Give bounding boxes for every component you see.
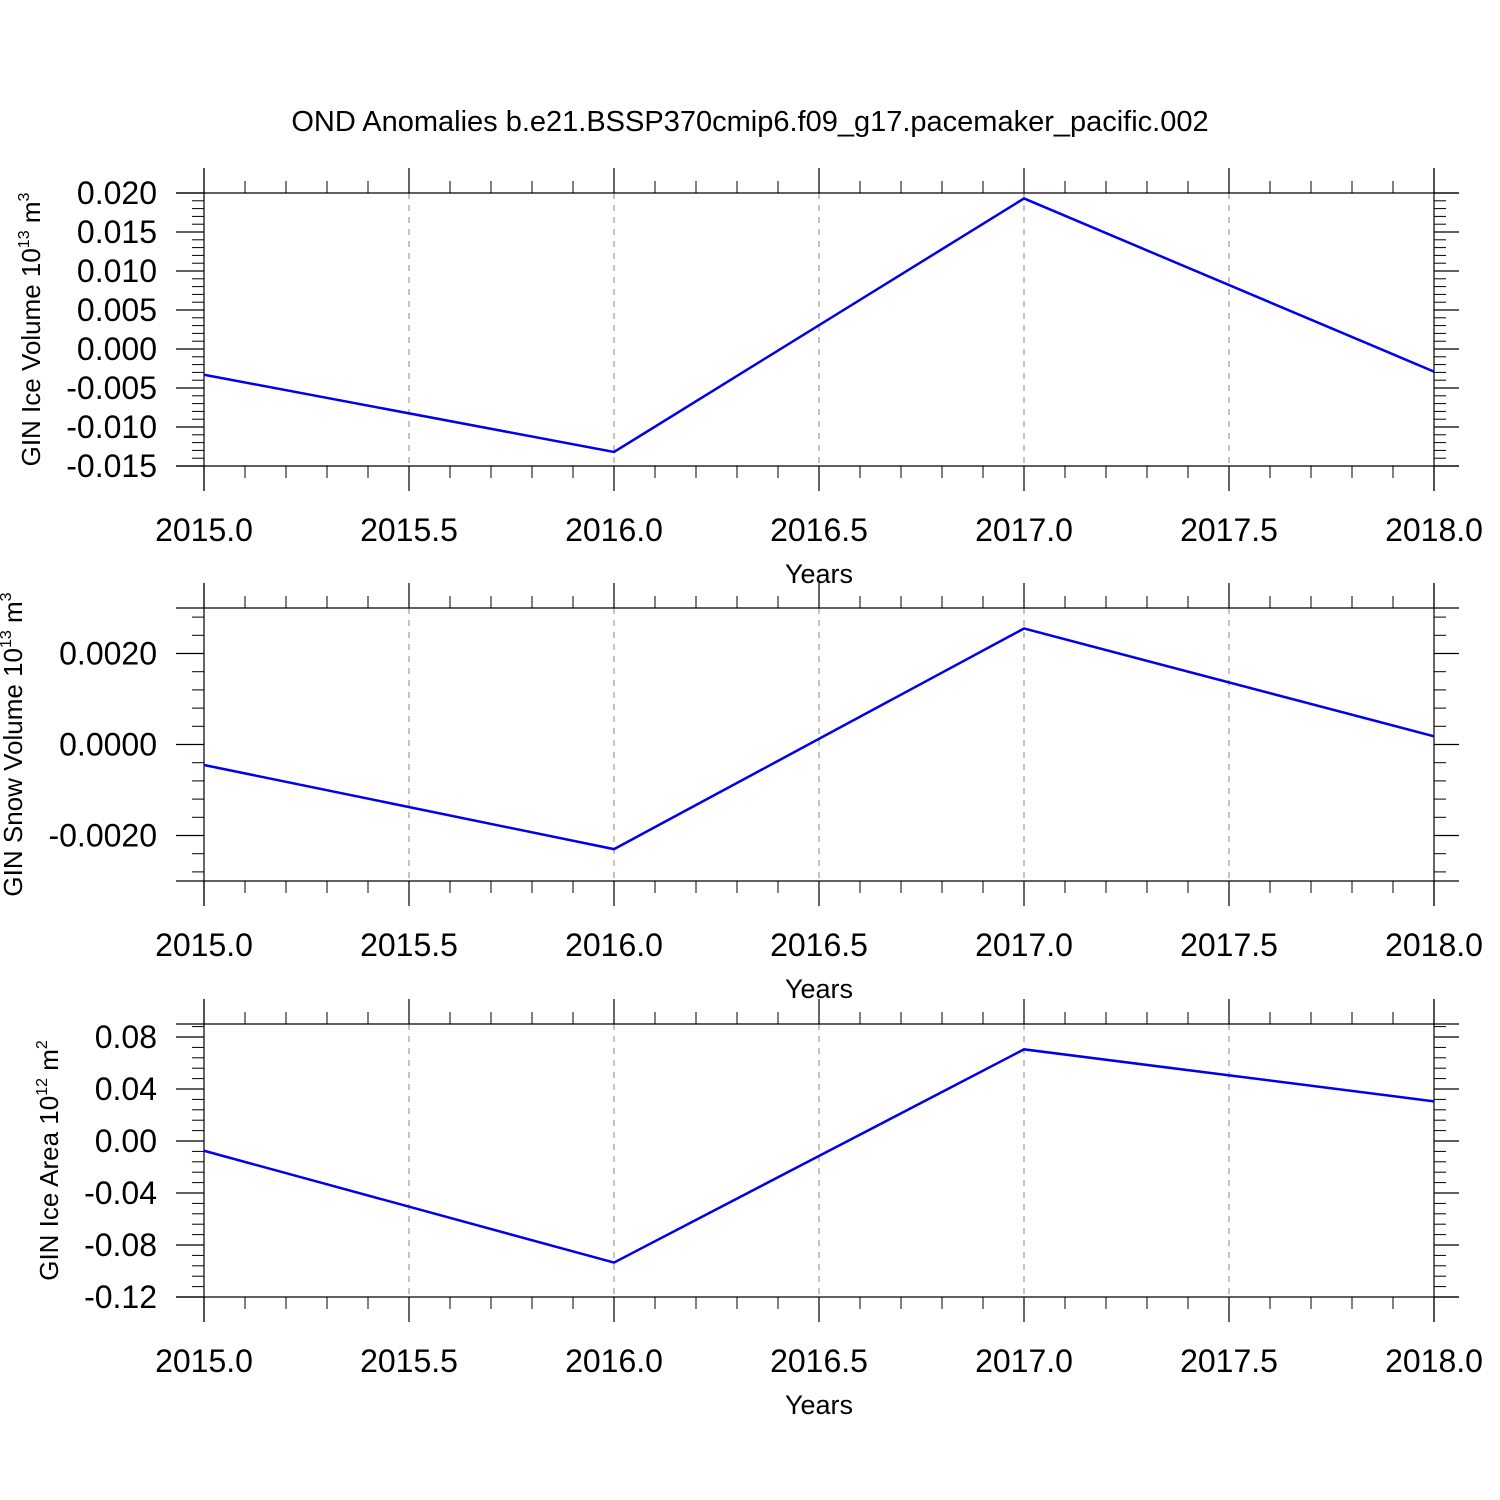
y-tick-label: 0.04	[95, 1071, 157, 1107]
x-tick-label: 2017.5	[1180, 927, 1278, 963]
x-tick-label: 2018.0	[1385, 1343, 1483, 1379]
y-tick-label: 0.0000	[59, 727, 157, 763]
panel-2: 2015.0 2015.5 2016.0 2016.5 2017.0 2017.5 2018…	[0, 583, 1483, 1004]
series-line	[203, 627, 1435, 851]
y-tick-label: 0.08	[95, 1019, 157, 1055]
series-line	[203, 1048, 1435, 1264]
y-tick-label: -0.005	[66, 370, 157, 406]
y-axis-label: GIN Snow Volume 1013 m3	[0, 592, 28, 896]
x-tick-label: 2015.5	[360, 512, 458, 548]
x-tick-label: 2015.5	[360, 1343, 458, 1379]
panel-3: 2015.0 2015.5 2016.0 2016.5 2017.0 2017.5 2018…	[34, 999, 1483, 1420]
x-tick-label: 2017.5	[1180, 1343, 1278, 1379]
series-line	[203, 197, 1435, 454]
y-tick-label: -0.015	[66, 448, 157, 484]
y-tick-label: -0.0020	[48, 818, 157, 854]
x-tick-label: 2015.0	[155, 512, 253, 548]
y-tick-label: -0.04	[84, 1175, 157, 1211]
x-tick-label: 2015.5	[360, 927, 458, 963]
x-tick-label: 2016.5	[770, 512, 868, 548]
y-axis-label: GIN Ice Area 1012 m2	[34, 1040, 64, 1281]
x-tick-label: 2018.0	[1385, 512, 1483, 548]
x-tick-label: 2017.0	[975, 1343, 1073, 1379]
y-tick-label: -0.010	[66, 409, 157, 445]
x-tick-label: 2016.5	[770, 1343, 868, 1379]
chart-title: OND Anomalies b.e21.BSSP370cmip6.f09_g17…	[291, 106, 1208, 138]
y-tick-label: 0.000	[77, 331, 157, 367]
y-tick-label: 0.00	[95, 1123, 157, 1159]
x-tick-label: 2016.0	[565, 927, 663, 963]
y-tick-label: 0.005	[77, 292, 157, 328]
x-tick-label: 2018.0	[1385, 927, 1483, 963]
y-tick-label: 0.010	[77, 253, 157, 289]
panel-1: 2015.0 2015.5 2016.0 2016.5 2017.0 2017.5 2018…	[16, 168, 1483, 589]
y-tick-label: 0.0020	[59, 636, 157, 672]
x-tick-label: 2016.5	[770, 927, 868, 963]
x-tick-label: 2017.5	[1180, 512, 1278, 548]
x-tick-label: 2017.0	[975, 512, 1073, 548]
x-axis-label: Years	[785, 1390, 853, 1420]
y-axis-label: GIN Ice Volume 1013 m3	[16, 192, 46, 466]
x-tick-label: 2016.0	[565, 512, 663, 548]
x-tick-label: 2017.0	[975, 927, 1073, 963]
y-tick-label: 0.020	[77, 175, 157, 211]
x-tick-label: 2016.0	[565, 1343, 663, 1379]
x-tick-label: 2015.0	[155, 927, 253, 963]
y-tick-label: -0.12	[84, 1279, 157, 1315]
x-tick-label: 2015.0	[155, 1343, 253, 1379]
y-tick-label: -0.08	[84, 1227, 157, 1263]
y-tick-label: 0.015	[77, 214, 157, 250]
